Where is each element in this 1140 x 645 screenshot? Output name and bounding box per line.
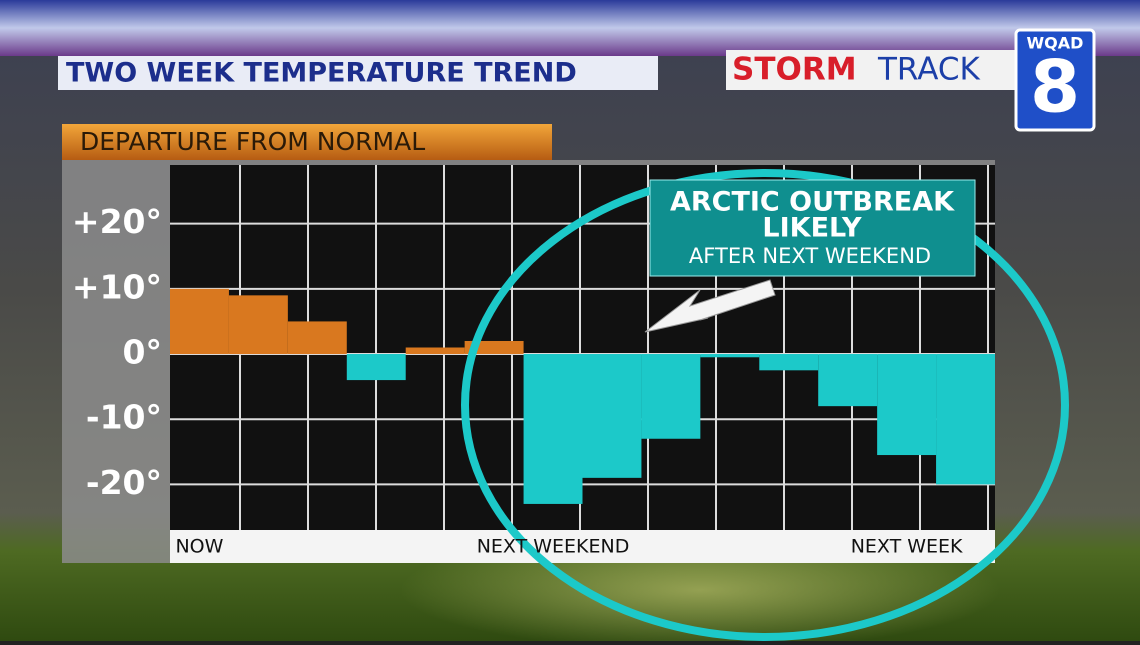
bar — [346, 354, 406, 381]
bar — [523, 354, 583, 504]
y-tick-label: 0° — [123, 333, 162, 372]
bar — [641, 354, 701, 439]
station-name: WQAD — [1027, 34, 1084, 53]
highlight-ellipse — [461, 169, 1069, 641]
bar — [759, 354, 819, 371]
annotation-line: ARCTIC OUTBREAK — [670, 187, 955, 218]
bar — [818, 354, 878, 407]
annotation-line: LIKELY — [762, 213, 862, 244]
subtitle-tab — [62, 124, 552, 160]
bar — [936, 354, 995, 485]
title-bar — [58, 56, 658, 90]
station-badge — [1014, 28, 1096, 132]
bar — [228, 295, 288, 355]
bar — [582, 354, 642, 478]
channel-number: 8 — [1030, 45, 1080, 129]
x-tick-label: NEXT WEEK — [851, 536, 963, 558]
annotation-box — [649, 179, 976, 277]
bar — [877, 354, 937, 456]
plot — [170, 288, 995, 504]
y-tick-label: -20° — [86, 463, 162, 502]
x-tick-label: NOW — [175, 536, 223, 558]
logo-track: TRACK — [877, 52, 981, 88]
annotation-arrow — [644, 279, 776, 333]
bar — [700, 354, 760, 358]
bar — [170, 288, 229, 355]
bar — [287, 321, 347, 355]
x-label-strip — [170, 530, 995, 563]
chart-title: TWO WEEK TEMPERATURE TREND — [66, 58, 577, 89]
logo-storm: STORM — [732, 52, 857, 88]
y-tick-label: -10° — [86, 398, 162, 437]
logo-bar — [726, 50, 1016, 90]
y-tick-label: +20° — [72, 202, 162, 241]
x-tick-label: NEXT WEEKEND — [477, 536, 630, 558]
annotation-line: AFTER NEXT WEEKEND — [689, 244, 931, 268]
top-banner — [0, 0, 1140, 56]
chart-subtitle: DEPARTURE FROM NORMAL — [80, 127, 425, 156]
bar — [405, 347, 465, 355]
y-tick-label: +10° — [72, 267, 162, 306]
